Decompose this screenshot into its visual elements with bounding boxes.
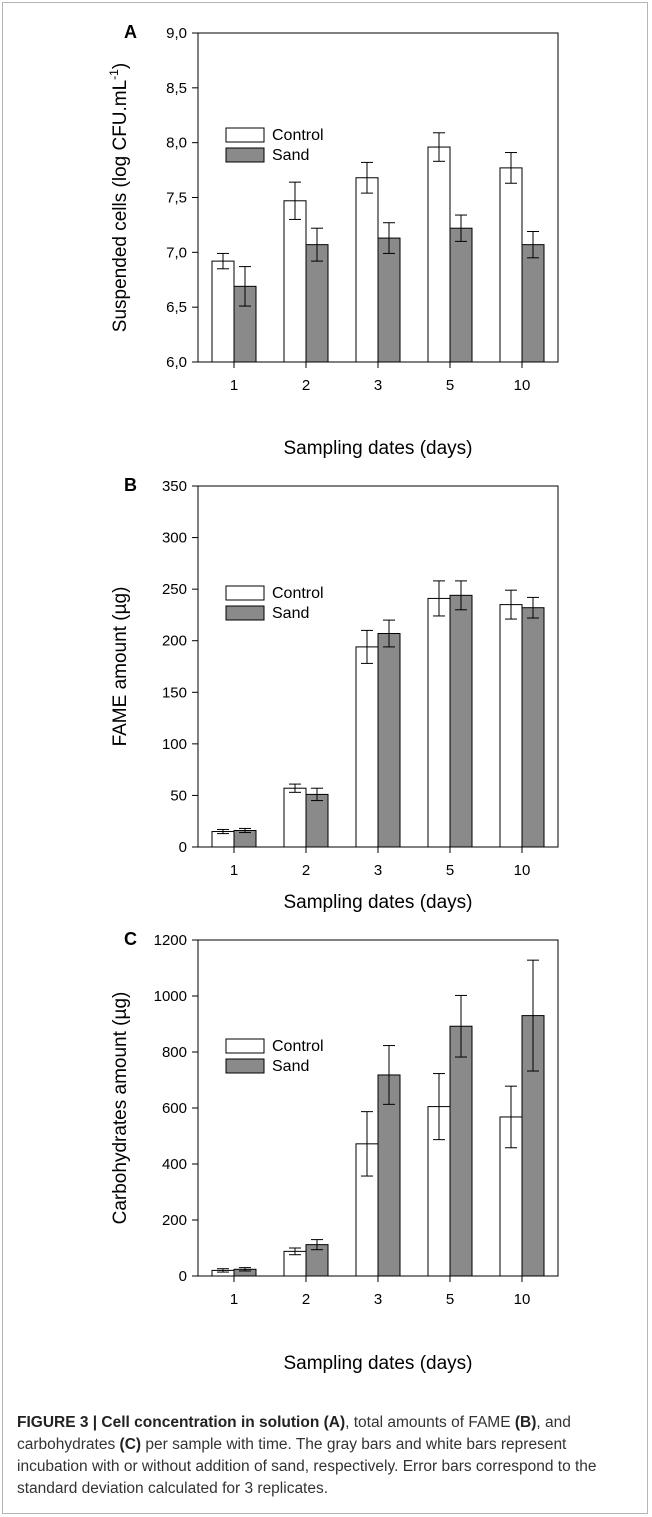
- y-axis-title: FAME amount (µg): [110, 587, 131, 747]
- x-tick-label: 1: [230, 862, 238, 879]
- y-tick-label: 7,0: [166, 244, 187, 261]
- legend-swatch-sand: [225, 605, 265, 621]
- y-tick-label: 600: [162, 1100, 187, 1117]
- y-tick-label: 8,0: [166, 135, 187, 152]
- caption-ref-c: (C): [119, 1436, 142, 1453]
- legend-label-sand: Sand: [272, 605, 309, 622]
- y-tick-label: 1000: [154, 988, 187, 1005]
- plot-area-frame: [197, 485, 559, 848]
- bar-sand-day-5: [449, 594, 473, 848]
- y-axis-title-main: Suspended cells (log CFU.mL: [110, 80, 131, 332]
- caption-ref-a: (A): [323, 1414, 346, 1431]
- y-tick-label: 8,5: [166, 80, 187, 97]
- y-tick-label: 0: [179, 839, 187, 856]
- x-tick-label: 2: [302, 377, 310, 394]
- y-axis-title-superscript: -1: [107, 69, 121, 80]
- x-axis-title: Sampling dates (days): [283, 1353, 472, 1374]
- panel-letter: C: [124, 929, 137, 949]
- x-axis-title: Sampling dates (days): [283, 438, 472, 459]
- legend-label-control: Control: [272, 127, 324, 144]
- bar-sand-day-2: [305, 793, 329, 848]
- legend-swatch-control: [225, 127, 265, 143]
- y-axis-title-end: ): [110, 63, 131, 69]
- y-tick-label: 150: [162, 684, 187, 701]
- y-tick-label: 6,5: [166, 299, 187, 316]
- bar-control-day-5: [427, 146, 451, 363]
- legend-label-sand: Sand: [272, 147, 309, 164]
- chart-panel-a: A 6,0 6,5 7,0 7,5 8,0 8,5 9,0 1 2 3 5 10 Sampling dat…: [107, 22, 559, 459]
- y-tick-label: 300: [162, 530, 187, 547]
- bar-sand-day-3: [377, 632, 401, 848]
- caption-text-3: per sample with time. The gray bars and …: [17, 1436, 597, 1497]
- bar-control-day-10: [499, 167, 523, 363]
- legend-label-control: Control: [272, 585, 324, 602]
- caption-text-2: , and carbohydrates: [17, 1414, 571, 1453]
- bar-sand-day-10: [521, 244, 545, 363]
- x-tick-label: 10: [514, 862, 531, 879]
- x-axis-title: Sampling dates (days): [283, 892, 472, 913]
- y-tick-label: 7,5: [166, 190, 187, 207]
- y-tick-label: 9,0: [166, 25, 187, 42]
- legend-label-sand: Sand: [272, 1058, 309, 1075]
- legend-swatch-sand: [225, 147, 265, 163]
- x-tick-label: 5: [446, 862, 454, 879]
- x-tick-label: 3: [374, 377, 382, 394]
- y-tick-label: 0: [179, 1268, 187, 1285]
- y-tick-label: 800: [162, 1044, 187, 1061]
- bar-control-day-3: [355, 177, 379, 363]
- legend-swatch-control: [225, 1038, 265, 1054]
- bar-control-day-3: [355, 646, 379, 848]
- bar-control-day-2: [283, 200, 307, 363]
- bar-control-day-2: [283, 787, 307, 848]
- chart-panel-b: B 0 50 100 150 200 250 300 350 1 2 3 5 10 Sampling dat…: [110, 475, 559, 913]
- bar-sand-day-3: [377, 237, 401, 363]
- caption-text-1: , total amounts of FAME: [345, 1414, 515, 1431]
- plot-area-frame: [197, 939, 559, 1277]
- y-tick-label: 250: [162, 581, 187, 598]
- x-tick-label: 2: [302, 1291, 310, 1308]
- y-tick-label: 200: [162, 1212, 187, 1229]
- x-tick-label: 10: [514, 1291, 531, 1308]
- y-axis-title: Suspended cells (log CFU.mL-1): [107, 63, 131, 332]
- plot-area-frame: [197, 32, 559, 363]
- x-tick-label: 5: [446, 377, 454, 394]
- bar-sand-day-10: [521, 607, 545, 848]
- x-tick-label: 3: [374, 1291, 382, 1308]
- bar-control-day-1: [211, 260, 235, 363]
- y-axis-title: Carbohydrates amount (µg): [110, 992, 131, 1225]
- bar-sand-day-5: [449, 227, 473, 363]
- legend-swatch-control: [225, 585, 265, 601]
- y-tick-label: 200: [162, 633, 187, 650]
- caption-title: FIGURE 3 | Cell concentration in solutio…: [17, 1414, 324, 1431]
- panel-letter: B: [124, 475, 137, 495]
- bar-sand-day-2: [305, 244, 329, 363]
- y-tick-label: 350: [162, 478, 187, 495]
- legend-label-control: Control: [272, 1038, 324, 1055]
- x-tick-label: 10: [514, 377, 531, 394]
- legend-swatch-sand: [225, 1058, 265, 1074]
- x-tick-label: 1: [230, 1291, 238, 1308]
- x-tick-label: 1: [230, 377, 238, 394]
- y-tick-label: 6,0: [166, 354, 187, 371]
- x-tick-label: 2: [302, 862, 310, 879]
- figure-caption: FIGURE 3 | Cell concentration in solutio…: [17, 1412, 629, 1500]
- bar-sand-day-3: [377, 1074, 401, 1277]
- caption-ref-b: (B): [514, 1414, 537, 1431]
- y-tick-label: 1200: [154, 932, 187, 949]
- x-tick-label: 3: [374, 862, 382, 879]
- bar-sand-day-5: [449, 1025, 473, 1277]
- x-tick-label: 5: [446, 1291, 454, 1308]
- y-tick-label: 50: [170, 787, 187, 804]
- y-tick-label: 100: [162, 736, 187, 753]
- y-tick-label: 400: [162, 1156, 187, 1173]
- chart-panel-c: C 0 200 400 600 800 1000 1200 1 2 3 5 10 Sampling dat…: [110, 929, 559, 1374]
- bar-control-day-5: [427, 597, 451, 848]
- panel-letter: A: [124, 22, 137, 42]
- bar-control-day-10: [499, 604, 523, 848]
